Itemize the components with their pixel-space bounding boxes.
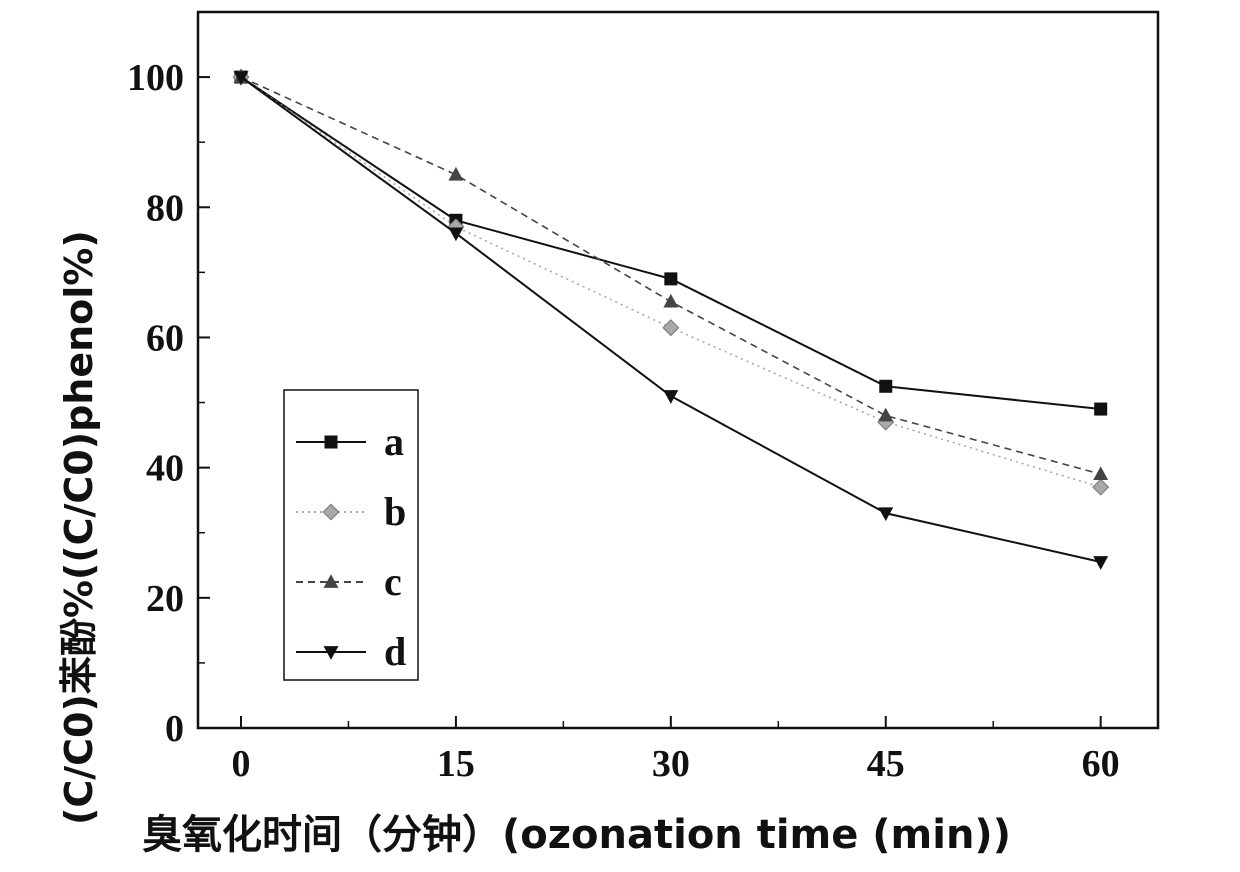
y-tick-label: 20	[146, 578, 184, 620]
legend-d-swatch-marker	[323, 646, 339, 660]
series-c-point	[878, 407, 894, 422]
series-d-point	[233, 71, 249, 85]
y-tick-label: 40	[146, 448, 184, 490]
x-tick-label: 60	[1082, 743, 1120, 785]
series-c-point	[663, 293, 679, 308]
series-a-point	[1094, 402, 1108, 416]
legend-c-label: c	[384, 559, 402, 604]
series-a-line	[240, 76, 1101, 411]
series-b-point	[1092, 478, 1110, 496]
series-a-point	[664, 272, 678, 286]
series-b-point	[662, 319, 680, 337]
legend-box	[283, 389, 419, 681]
series-c-point	[448, 166, 464, 181]
x-tick-label: 15	[437, 743, 475, 785]
x-tick-label: 30	[652, 743, 690, 785]
legend-b-swatch-marker	[322, 503, 340, 521]
series-c-point	[1093, 466, 1109, 480]
legend-c-swatch-marker	[323, 574, 339, 588]
x-tick-label: 45	[867, 743, 905, 785]
y-tick-label: 80	[146, 187, 184, 229]
plot-frame	[196, 10, 1160, 730]
y-tick-label: 0	[165, 708, 184, 750]
legend-d-label: d	[384, 629, 406, 674]
series-a-point	[879, 379, 893, 393]
series-d-point	[878, 507, 894, 521]
x-axis-title: 臭氧化时间（分钟）(ozonation time (min))	[142, 812, 1011, 858]
y-tick-label: 100	[127, 57, 184, 99]
series-d-point	[448, 227, 464, 242]
series-d-point	[1093, 556, 1109, 570]
x-tick-label: 0	[231, 743, 250, 785]
legend-b-label: b	[384, 489, 406, 534]
legend-a-swatch-marker	[324, 435, 338, 449]
y-tick-label: 60	[146, 317, 184, 359]
legend-a-label: a	[384, 419, 404, 464]
y-axis-title: (C/C0)苯酚%((C/C0)phenol%)	[57, 230, 101, 825]
series-d-point	[663, 390, 679, 404]
